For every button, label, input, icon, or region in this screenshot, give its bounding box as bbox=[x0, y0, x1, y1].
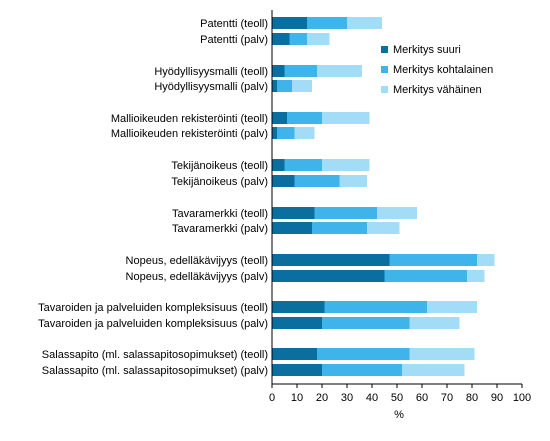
bar-kohtalainen-3 bbox=[277, 80, 292, 92]
category-label: Nopeus, edelläkävijyys (teoll) bbox=[126, 255, 268, 267]
bar-kohtalainen-9 bbox=[312, 222, 367, 234]
x-tick-label: 60 bbox=[416, 392, 428, 404]
bar-vahainen-6 bbox=[322, 159, 370, 171]
bar-vahainen-2 bbox=[317, 65, 362, 77]
x-tick-label: 100 bbox=[513, 392, 531, 404]
bar-suuri-2 bbox=[272, 65, 285, 77]
x-axis-title: % bbox=[394, 409, 404, 421]
category-label: Tekijänoikeus (teoll) bbox=[171, 160, 268, 172]
bar-kohtalainen-10 bbox=[389, 254, 477, 266]
bar-vahainen-11 bbox=[467, 270, 485, 282]
bar-suuri-4 bbox=[272, 112, 287, 124]
bar-vahainen-15 bbox=[402, 364, 465, 376]
category-label: Mallioikeuden rekisteröinti (palv) bbox=[111, 128, 268, 140]
bar-suuri-3 bbox=[272, 80, 277, 92]
category-label: Tavaramerkki (teoll) bbox=[172, 208, 268, 220]
bar-suuri-0 bbox=[272, 17, 307, 29]
x-tick-label: 10 bbox=[291, 392, 303, 404]
legend: Merkitys suuri Merkitys kohtalainen Merkit… bbox=[381, 44, 493, 96]
bar-vahainen-13 bbox=[409, 317, 460, 329]
bar-kohtalainen-0 bbox=[307, 17, 347, 29]
x-tick-label: 0 bbox=[269, 392, 275, 404]
category-label: Hyödyllisyysmalli (palv) bbox=[154, 81, 268, 93]
category-label: Salassapito (ml. salassapitosopimukset) … bbox=[42, 365, 268, 377]
bar-vahainen-3 bbox=[292, 80, 312, 92]
bar-kohtalainen-13 bbox=[322, 317, 410, 329]
bar-kohtalainen-7 bbox=[294, 175, 340, 187]
bar-suuri-9 bbox=[272, 222, 312, 234]
category-label: Tavaroiden ja palveluiden kompleksisuus … bbox=[38, 318, 268, 330]
bar-suuri-8 bbox=[272, 207, 315, 219]
category-label: Patentti (teoll) bbox=[200, 18, 268, 30]
bar-kohtalainen-2 bbox=[284, 65, 317, 77]
bar-vahainen-4 bbox=[322, 112, 370, 124]
bar-vahainen-12 bbox=[427, 301, 477, 313]
bar-kohtalainen-11 bbox=[384, 270, 467, 282]
bar-kohtalainen-12 bbox=[324, 301, 427, 313]
x-axis: 0 10 20 30 40 50 60 70 80 90 100% bbox=[269, 10, 531, 421]
bar-vahainen-7 bbox=[339, 175, 367, 187]
bar-kohtalainen-8 bbox=[314, 207, 377, 219]
bar-kohtalainen-15 bbox=[322, 364, 402, 376]
bar-suuri-12 bbox=[272, 301, 325, 313]
bar-suuri-13 bbox=[272, 317, 322, 329]
legend-label: Merkitys vähäinen bbox=[393, 84, 482, 96]
bar-vahainen-10 bbox=[477, 254, 495, 266]
bar-kohtalainen-14 bbox=[317, 348, 410, 360]
category-label: Mallioikeuden rekisteröinti (teoll) bbox=[111, 113, 268, 125]
bar-suuri-11 bbox=[272, 270, 385, 282]
bar-vahainen-1 bbox=[307, 33, 330, 45]
bar-suuri-14 bbox=[272, 348, 317, 360]
bar-vahainen-9 bbox=[367, 222, 400, 234]
bar-suuri-1 bbox=[272, 33, 290, 45]
bar-kohtalainen-4 bbox=[287, 112, 322, 124]
bar-vahainen-14 bbox=[409, 348, 475, 360]
bar-suuri-6 bbox=[272, 159, 285, 171]
x-tick-label: 20 bbox=[316, 392, 328, 404]
category-label: Nopeus, edelläkävijyys (palv) bbox=[126, 271, 268, 283]
bar-vahainen-8 bbox=[377, 207, 417, 219]
x-tick-label: 30 bbox=[341, 392, 353, 404]
bar-suuri-10 bbox=[272, 254, 390, 266]
category-label: Tavaroiden ja palveluiden kompleksisuus … bbox=[38, 302, 268, 314]
bar-suuri-7 bbox=[272, 175, 295, 187]
legend-swatch bbox=[381, 86, 388, 93]
category-label: Tekijänoikeus (palv) bbox=[171, 176, 268, 188]
bar-vahainen-0 bbox=[347, 17, 382, 29]
category-label: Tavaramerkki (palv) bbox=[172, 223, 268, 235]
bars-group bbox=[272, 17, 495, 376]
x-tick-label: 90 bbox=[491, 392, 503, 404]
x-tick-label: 80 bbox=[466, 392, 478, 404]
category-label: Hyödyllisyysmalli (teoll) bbox=[154, 66, 268, 78]
bar-kohtalainen-6 bbox=[284, 159, 322, 171]
x-tick-label: 70 bbox=[441, 392, 453, 404]
category-label: Salassapito (ml. salassapitosopimukset) … bbox=[42, 349, 268, 361]
legend-swatch bbox=[381, 46, 388, 53]
category-label: Patentti (palv) bbox=[200, 34, 268, 46]
bar-suuri-5 bbox=[272, 127, 277, 139]
x-tick-label: 40 bbox=[366, 392, 378, 404]
legend-label: Merkitys suuri bbox=[393, 44, 461, 56]
bar-kohtalainen-1 bbox=[289, 33, 307, 45]
category-labels: Patentti (teoll) Patentti (palv) Hyödyllis… bbox=[38, 18, 268, 377]
bar-kohtalainen-5 bbox=[277, 127, 295, 139]
bar-vahainen-5 bbox=[294, 127, 315, 139]
x-tick-label: 50 bbox=[391, 392, 403, 404]
bar-suuri-15 bbox=[272, 364, 322, 376]
legend-swatch bbox=[381, 66, 388, 73]
legend-label: Merkitys kohtalainen bbox=[393, 64, 493, 76]
